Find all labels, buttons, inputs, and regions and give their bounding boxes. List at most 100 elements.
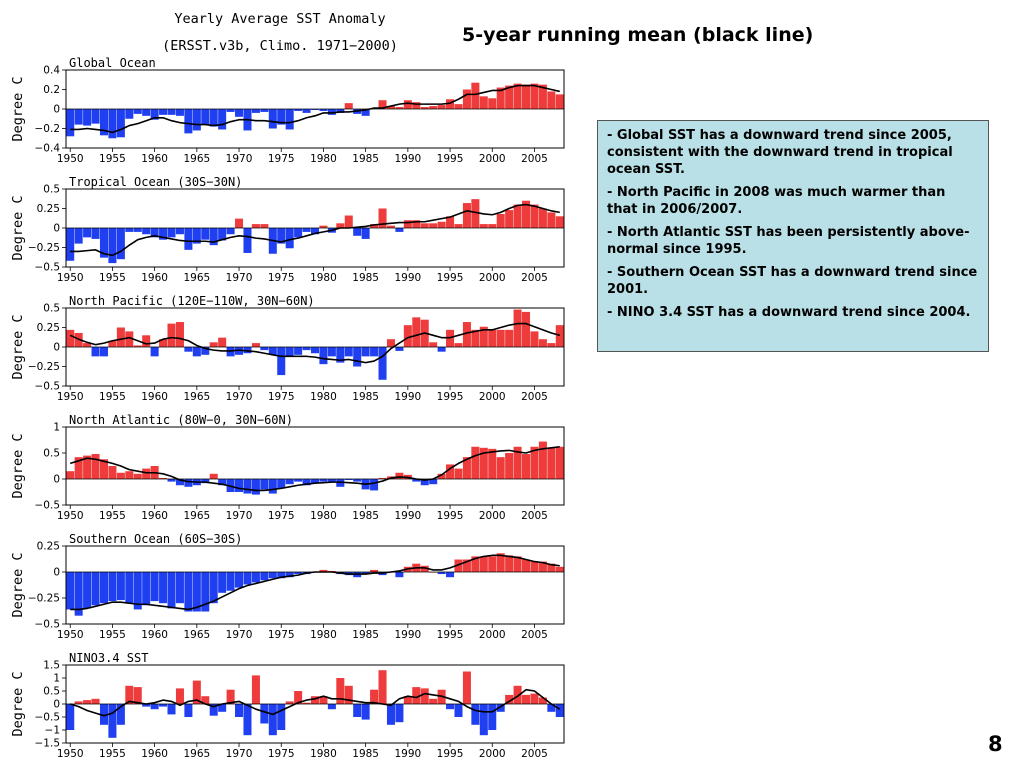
- y-tick-label: 1: [53, 673, 60, 685]
- running-mean-line: [69, 688, 561, 717]
- bar-2003: [513, 685, 522, 704]
- bar-1962: [167, 479, 176, 482]
- bar-1961: [159, 477, 168, 479]
- bar-1989: [395, 228, 404, 232]
- bar-1954: [99, 109, 108, 136]
- bar-2002: [505, 210, 514, 228]
- x-tick-label: 1995: [437, 391, 464, 403]
- bar-1992: [420, 565, 429, 572]
- bar-1993: [429, 698, 438, 704]
- bar-1962: [167, 228, 176, 238]
- y-axis-label: Degree C: [10, 314, 26, 379]
- y-tick-label: −0.2: [35, 123, 61, 135]
- bar-1958: [133, 473, 142, 479]
- chart-panel-5: Southern Ocean (60S−30S) Degree C −0.5 −0.2…: [10, 532, 565, 641]
- bar-1970: [235, 479, 244, 492]
- bar-1997: [462, 203, 471, 228]
- bar-1992: [420, 223, 429, 228]
- bar-2002: [505, 329, 514, 347]
- bar-1977: [294, 228, 303, 238]
- bar-1957: [125, 109, 134, 119]
- bar-1993: [429, 479, 438, 485]
- bar-2004: [522, 559, 531, 572]
- bar-1991: [412, 102, 421, 109]
- bar-1970: [235, 704, 244, 717]
- bar-1966: [201, 347, 210, 355]
- bar-1955: [108, 466, 117, 479]
- bar-2008: [555, 325, 564, 347]
- bar-1981: [327, 347, 336, 357]
- bar-1957: [125, 471, 134, 479]
- bar-1978: [302, 228, 311, 232]
- bar-1965: [192, 347, 201, 357]
- bar-1997: [462, 671, 471, 704]
- bar-1980: [319, 109, 328, 111]
- x-tick-label: 1960: [141, 391, 168, 403]
- bar-1962: [167, 109, 176, 115]
- y-tick-label: 0.5: [43, 686, 60, 698]
- bar-1950: [66, 471, 75, 479]
- bar-1964: [184, 228, 193, 250]
- bar-1990: [403, 325, 412, 347]
- bar-1979: [310, 479, 320, 484]
- x-tick-label: 1975: [268, 272, 295, 284]
- bar-2007: [547, 343, 556, 347]
- bar-1984: [353, 479, 362, 482]
- bar-1973: [260, 109, 269, 112]
- bar-1968: [218, 228, 227, 241]
- bar-2003: [513, 83, 522, 109]
- plot-frame: [65, 69, 565, 149]
- bar-1976: [285, 572, 294, 578]
- bar-1969: [226, 228, 235, 235]
- x-tick-label: 1985: [352, 748, 379, 760]
- bar-1966: [201, 228, 210, 240]
- plot-frame: [65, 426, 565, 506]
- bar-1981: [327, 109, 336, 115]
- y-tick-label: −0.5: [35, 381, 61, 393]
- bar-1959: [142, 335, 151, 347]
- y-tick-label: 0.2: [43, 84, 60, 96]
- bar-1990: [403, 220, 412, 228]
- x-tick-label: 1970: [226, 629, 253, 641]
- chart-title-1: Global Ocean: [69, 56, 156, 70]
- y-tick-label: 0.5: [43, 448, 60, 460]
- bar-1985: [361, 704, 370, 720]
- bar-2007: [547, 563, 556, 572]
- bar-1990: [403, 696, 412, 704]
- bar-2008: [555, 704, 564, 717]
- bar-1995: [446, 99, 455, 109]
- bar-1950: [66, 228, 75, 261]
- bar-1961: [159, 704, 168, 707]
- y-tick-label: 0: [53, 567, 60, 579]
- bar-1955: [108, 228, 117, 264]
- bar-1987: [378, 477, 387, 479]
- bar-1952: [83, 455, 92, 479]
- bar-1994: [437, 221, 446, 228]
- bar-1959: [142, 704, 151, 707]
- bar-1969: [226, 572, 235, 591]
- bar-2003: [513, 204, 522, 228]
- bar-1981: [327, 704, 336, 710]
- bar-1971: [243, 479, 252, 494]
- bar-1960: [150, 347, 159, 357]
- y-tick-label: 1.5: [43, 660, 60, 672]
- y-axis-label: Degree C: [10, 671, 26, 736]
- y-tick-label: −0.25: [28, 361, 60, 373]
- x-tick-label: 1965: [183, 272, 210, 284]
- note-global: - Global SST has a downward trend since …: [607, 128, 953, 177]
- bar-1991: [412, 317, 421, 347]
- y-tick-label: 0.5: [43, 303, 60, 315]
- bar-1954: [99, 459, 108, 479]
- bar-1958: [133, 228, 142, 232]
- bar-1973: [260, 704, 269, 724]
- x-tick-label: 1995: [437, 153, 464, 165]
- x-tick-label: 2005: [521, 272, 548, 284]
- bar-1965: [192, 572, 201, 612]
- bar-1984: [353, 228, 362, 236]
- plot-frame: [65, 188, 565, 268]
- bar-1957: [125, 572, 134, 604]
- bar-1999: [479, 224, 488, 228]
- bar-1968: [218, 704, 227, 712]
- x-tick-label: 1980: [310, 272, 337, 284]
- bar-1992: [420, 479, 429, 486]
